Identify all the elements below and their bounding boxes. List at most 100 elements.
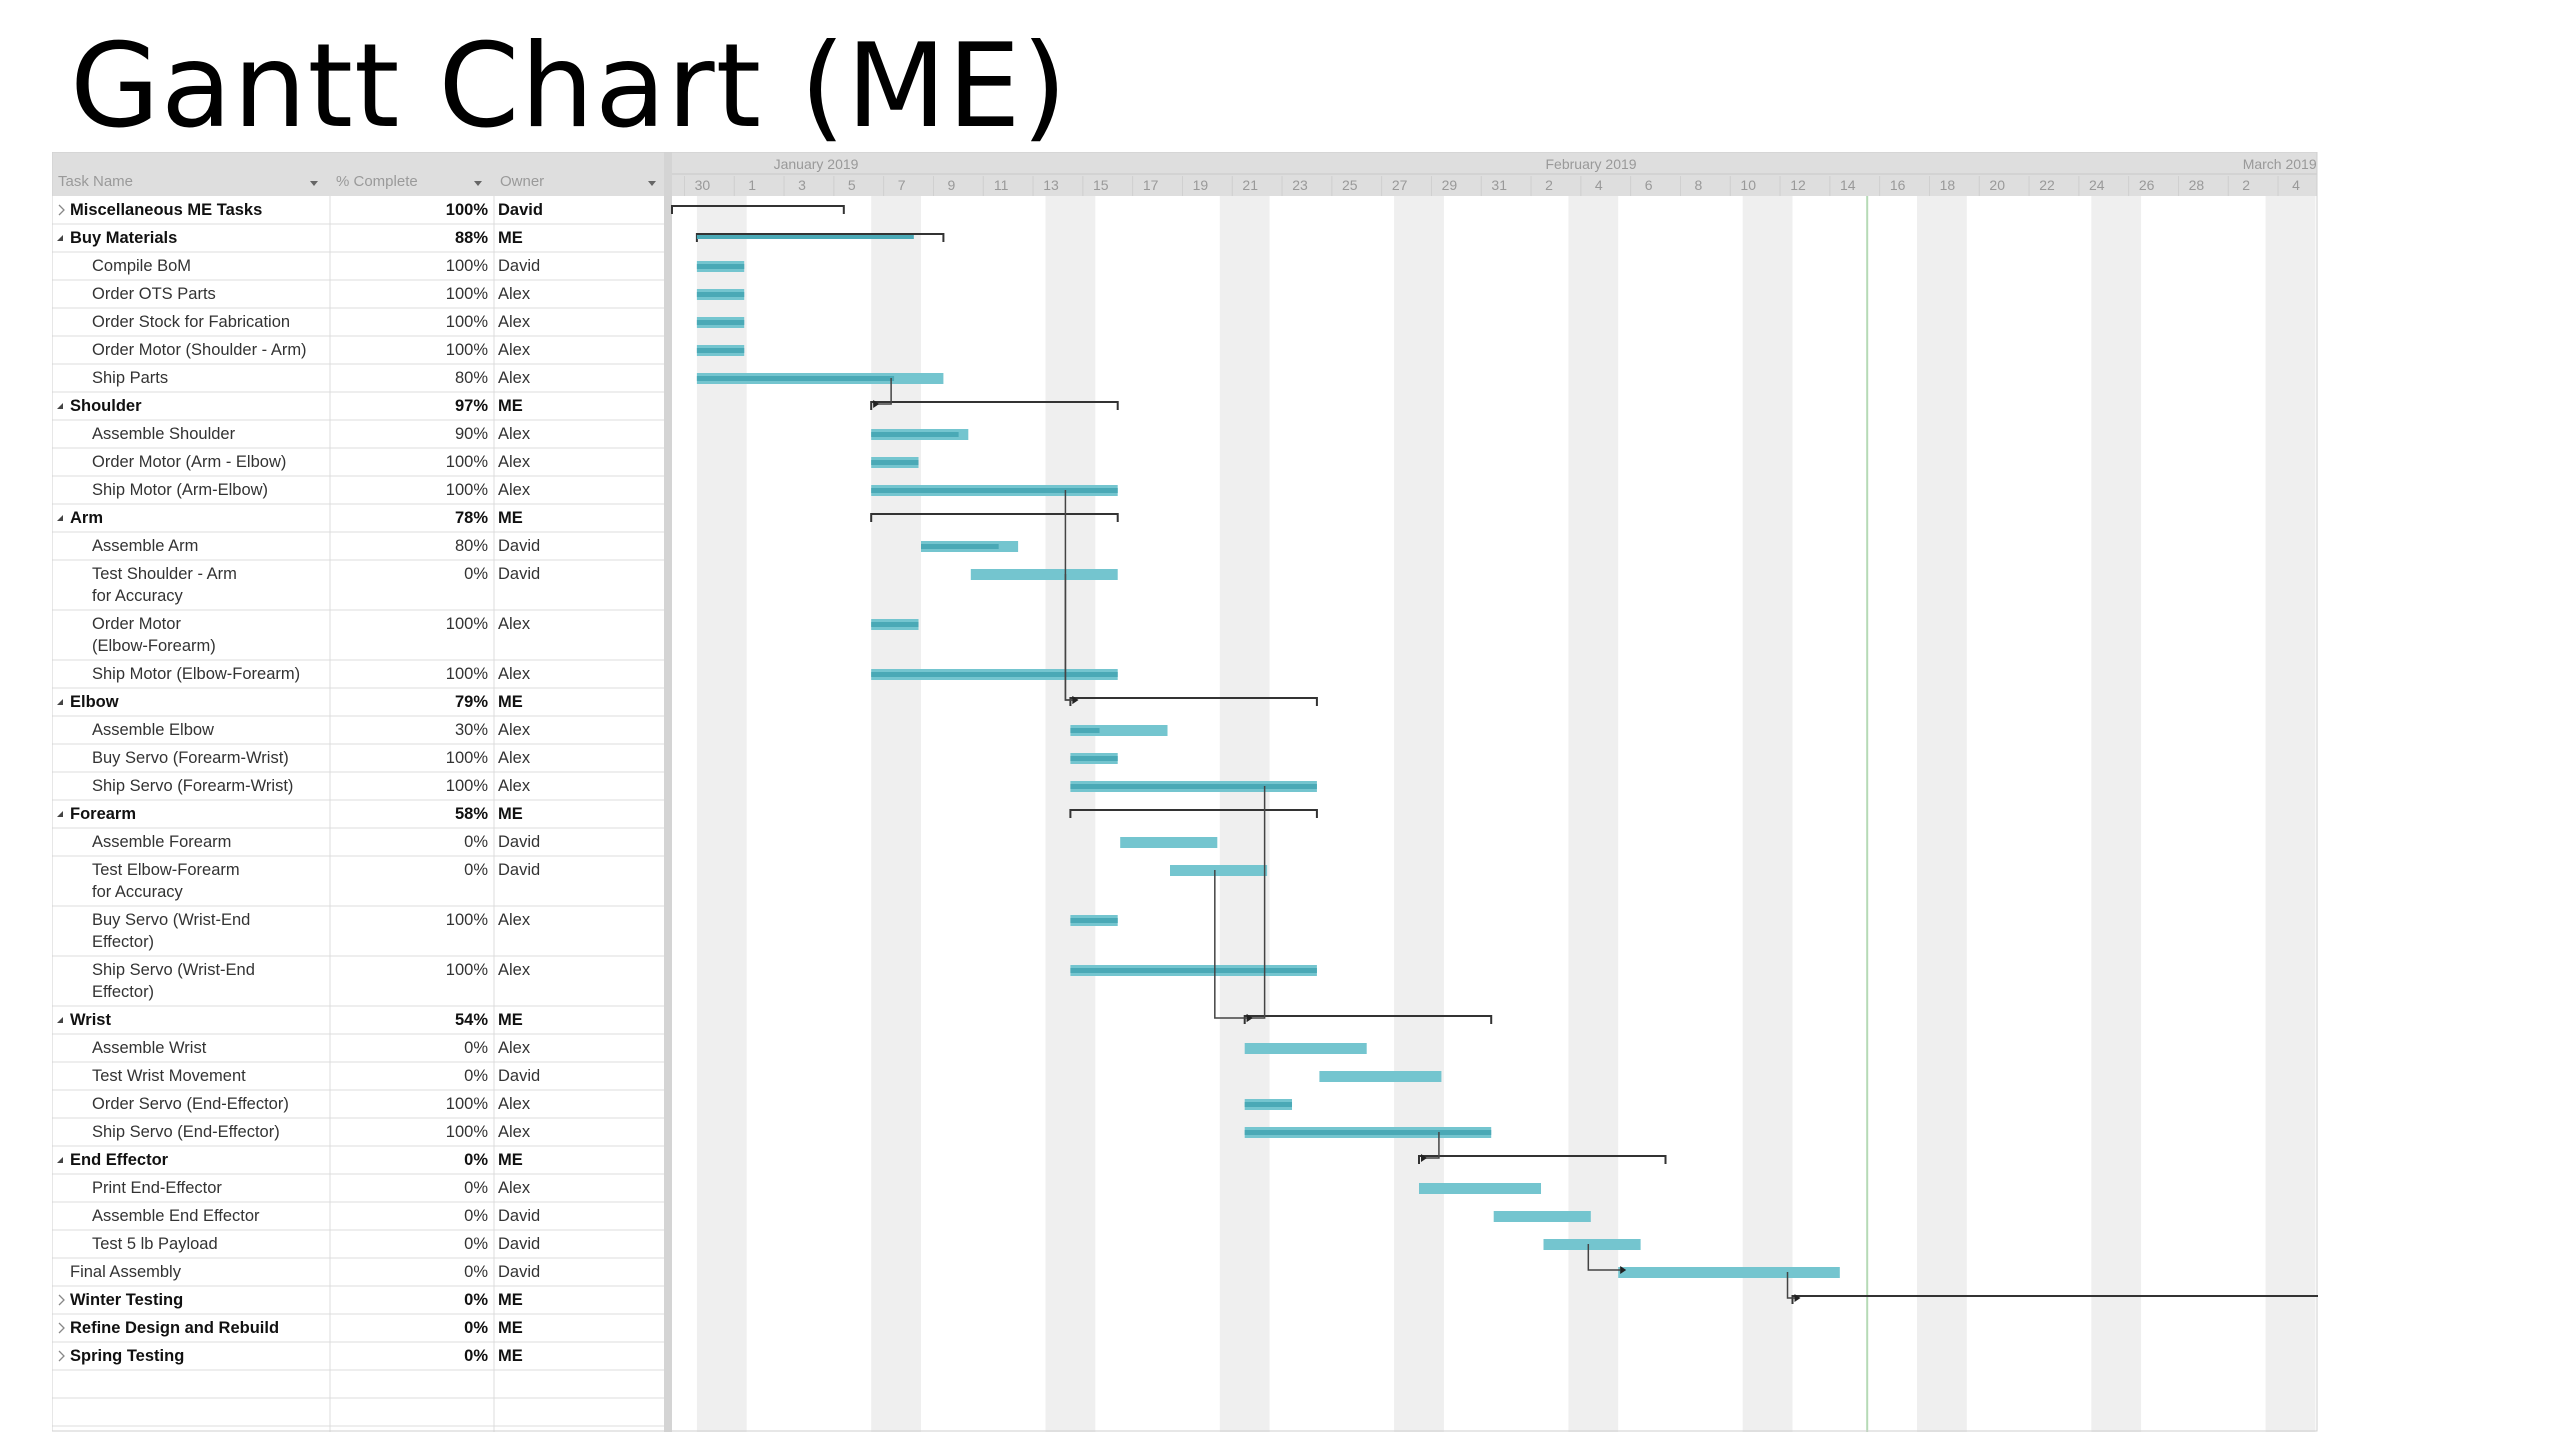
tick-label: 17 [1143,177,1159,193]
dependency-link [1064,574,1073,701]
task-progress [1070,728,1100,733]
tick-label: 16 [1890,177,1906,193]
percent-complete: 0% [464,1319,488,1337]
task-owner: Alex [498,1123,531,1141]
tick-label: 10 [1740,177,1756,193]
month-label: February 2019 [1546,156,1637,172]
dependency-arrow [1072,696,1079,704]
percent-complete: 0% [464,1207,488,1225]
task-name: Assemble End Effector [92,1207,260,1225]
percent-complete: 0% [464,861,488,879]
tick-label: 22 [2039,177,2055,193]
task-progress [1244,1130,1492,1135]
tick-label: 2 [1545,177,1553,193]
collapse-icon [57,1017,63,1023]
task-bar [1319,1071,1442,1082]
percent-complete: 0% [464,1179,488,1197]
tick-label: 9 [948,177,956,193]
task-name: Order Motor (Elbow-Forearm) [92,615,216,655]
collapse-icon [57,699,63,705]
task-name: Order OTS Parts [92,285,216,303]
weekend-shade [696,196,747,1432]
percent-complete: 58% [455,805,488,823]
task-owner: Alex [498,911,531,929]
percent-complete: 30% [455,721,488,739]
task-owner: ME [498,1347,523,1365]
task-bar [1070,725,1168,736]
task-owner: Alex [498,453,531,471]
tick-label: 5 [848,177,856,193]
percent-complete: 0% [464,565,488,583]
tick-label: 8 [1695,177,1703,193]
task-owner: David [498,1067,540,1085]
task-owner: Alex [498,285,531,303]
task-name: Forearm [70,805,136,823]
task-name: Test 5 lb Payload [92,1235,218,1253]
task-owner: Alex [498,777,531,795]
percent-complete: 0% [464,1151,488,1169]
weekend-shade [2265,196,2316,1432]
task-owner: David [498,1207,540,1225]
task-progress [1070,784,1317,789]
tick-label: 26 [2139,177,2155,193]
task-progress [871,460,919,465]
task-name: Assemble Forearm [92,833,231,851]
tick-label: 12 [1790,177,1806,193]
task-owner: Alex [498,615,531,633]
task-progress [871,432,959,437]
task-owner: Alex [498,313,531,331]
expand-icon [58,1350,65,1362]
percent-complete: 100% [446,665,489,683]
task-progress [1070,918,1118,923]
task-name: Order Stock for Fabrication [92,313,290,331]
tick-label: 7 [898,177,906,193]
percent-complete: 100% [446,453,489,471]
column-header-pct: % Complete [336,173,418,190]
percent-complete: 88% [455,229,488,247]
tick-label: 3 [798,177,806,193]
task-owner: ME [498,1011,523,1029]
task-owner: Alex [498,341,531,359]
summary-bar [870,401,1119,410]
dropdown-icon [474,181,482,186]
task-owner: Alex [498,665,531,683]
collapse-icon [57,1157,63,1163]
task-owner: Alex [498,1039,531,1057]
table-header [52,152,664,196]
percent-complete: 0% [464,1235,488,1253]
tick-label: 4 [2292,177,2300,193]
collapse-icon [57,811,63,817]
task-owner: ME [498,397,523,415]
tick-label: 25 [1342,177,1358,193]
percent-complete: 0% [464,1347,488,1365]
task-name: Order Motor (Shoulder - Arm) [92,341,307,359]
tick-label: 14 [1840,177,1856,193]
task-name: Elbow [70,693,119,711]
summary-bar [870,513,1119,522]
tick-label: 21 [1242,177,1258,193]
task-bar [970,569,1118,580]
task-name: Compile BoM [92,257,191,275]
task-owner: Alex [498,369,531,387]
task-bar [1244,1043,1367,1054]
task-name: Ship Servo (Wrist-End Effector) [92,961,255,1001]
slide-title: Gantt Chart (ME) [70,19,1068,154]
task-owner: Alex [498,481,531,499]
task-owner: Alex [498,1095,531,1113]
task-name: Miscellaneous ME Tasks [70,201,262,219]
task-progress [696,348,745,353]
task-owner: David [498,1263,540,1281]
percent-complete: 100% [446,777,489,795]
task-owner: Alex [498,425,531,443]
percent-complete: 0% [464,1291,488,1309]
task-name: Buy Servo (Wrist-End Effector) [92,911,250,951]
task-name: Assemble Wrist [92,1039,207,1057]
frame [52,152,2318,1432]
dependency-arrow [1620,1266,1627,1274]
percent-complete: 0% [464,1067,488,1085]
summary-progress [696,235,914,239]
weekend-shade [1219,196,1270,1432]
tick-label: 11 [994,177,1009,193]
task-name: Spring Testing [70,1347,184,1365]
percent-complete: 100% [446,313,489,331]
